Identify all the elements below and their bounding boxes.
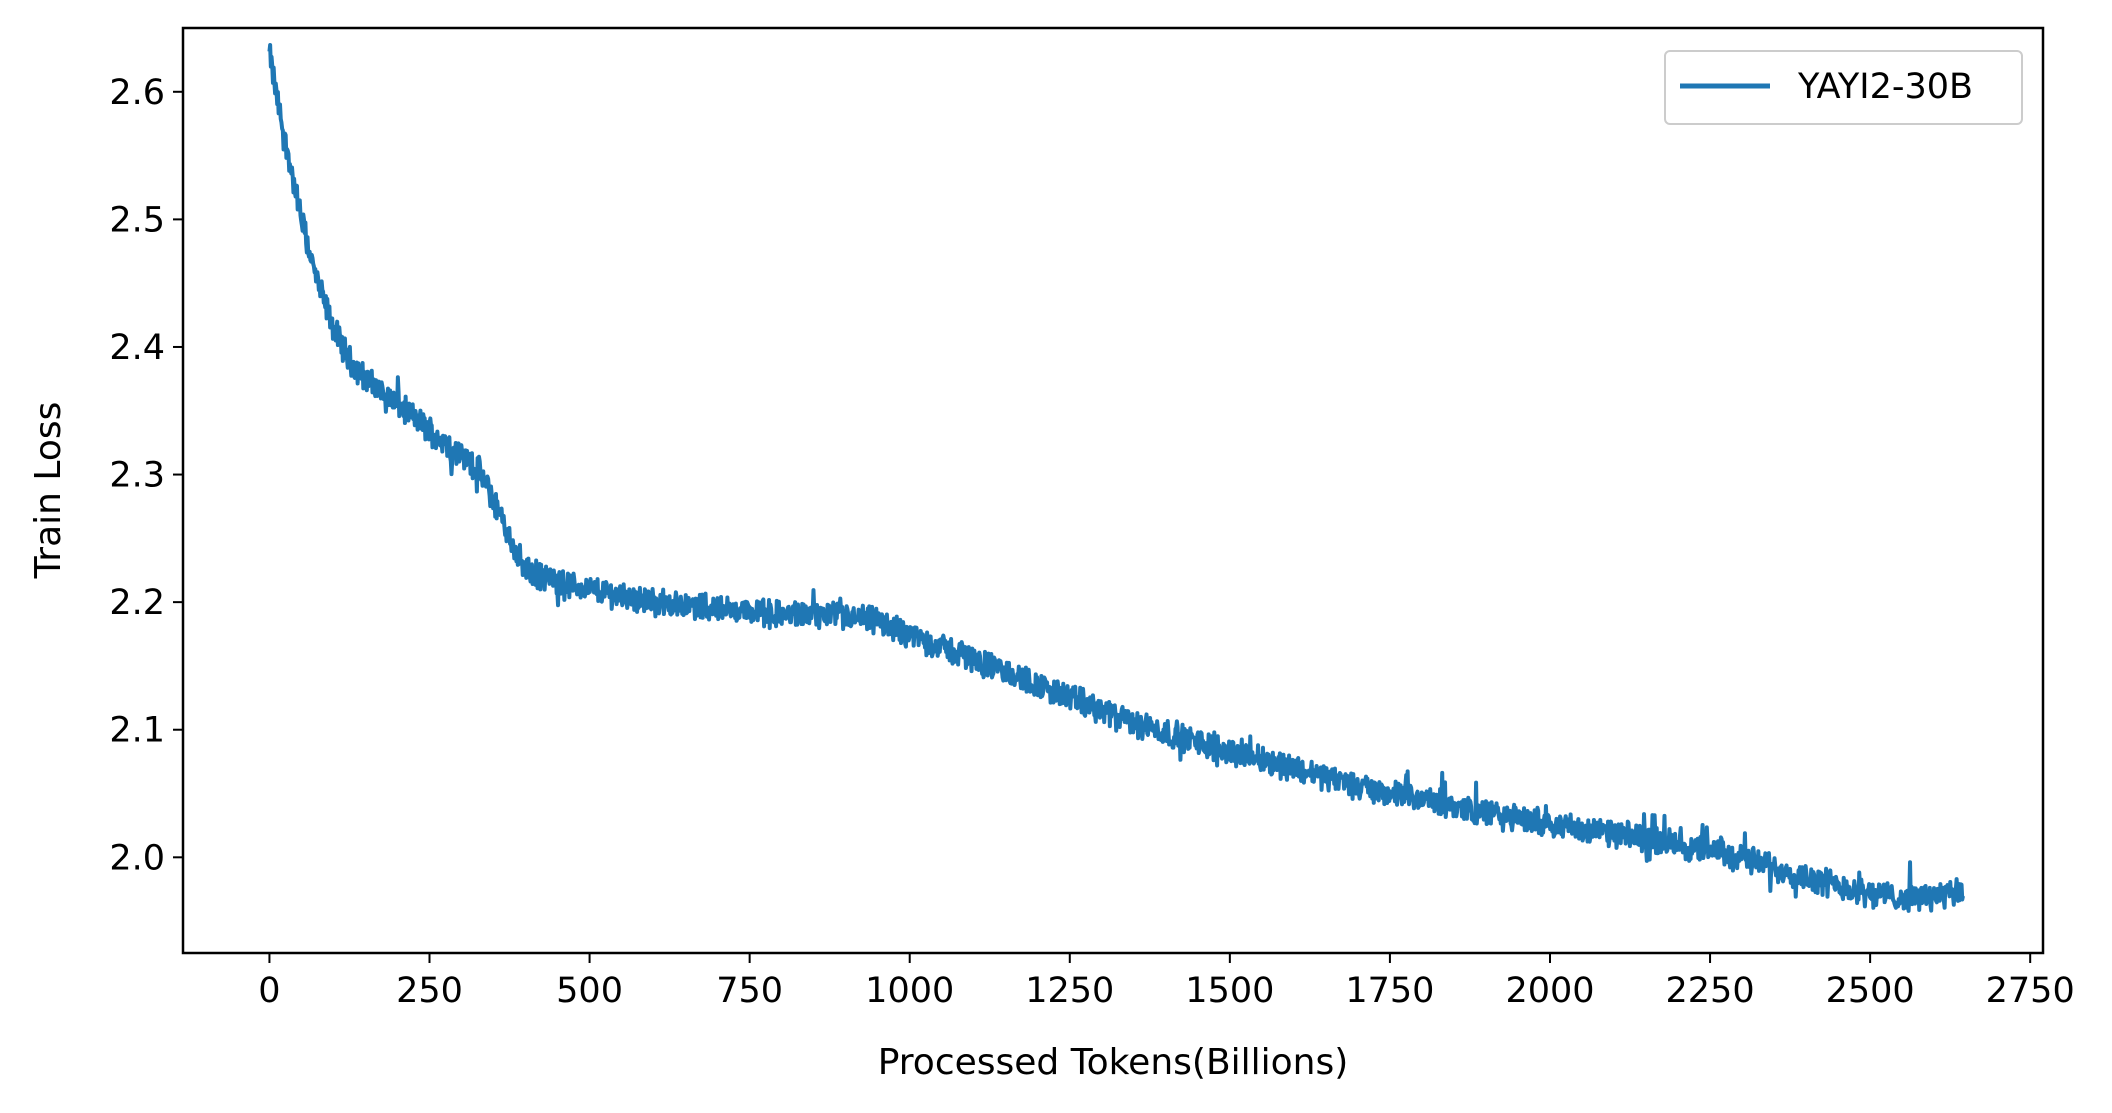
x-tick-label-0: 0 bbox=[258, 971, 280, 1011]
legend: YAYI2-30B bbox=[1664, 50, 2023, 125]
series-line-yayi2-30b bbox=[267, 42, 1965, 913]
x-tick-label-250: 250 bbox=[396, 971, 463, 1011]
y-axis-label: Train Loss bbox=[28, 402, 69, 580]
legend-box bbox=[1664, 50, 2023, 125]
y-tick-label-2.1: 2.1 bbox=[109, 711, 165, 751]
y-tick-label-2.4: 2.4 bbox=[109, 328, 165, 368]
x-tick-label-2500: 2500 bbox=[1826, 971, 1915, 1011]
y-tick-label-2.6: 2.6 bbox=[109, 73, 165, 113]
x-tick-label-1250: 1250 bbox=[1025, 971, 1114, 1011]
x-tick-label-1750: 1750 bbox=[1345, 971, 1434, 1011]
x-tick-label-2250: 2250 bbox=[1666, 971, 1755, 1011]
x-tick-label-1000: 1000 bbox=[865, 971, 954, 1011]
x-tick-label-2000: 2000 bbox=[1505, 971, 1594, 1011]
x-tick-label-500: 500 bbox=[556, 971, 623, 1011]
y-tick-label-2.3: 2.3 bbox=[109, 456, 165, 496]
legend-label-yayi2-30b: YAYI2-30B bbox=[1797, 67, 1973, 107]
plot-frame bbox=[181, 26, 2045, 955]
y-tick-label-2.2: 2.2 bbox=[109, 583, 165, 623]
y-tick-label-2.5: 2.5 bbox=[109, 200, 165, 240]
x-axis-label: Processed Tokens(Billions) bbox=[878, 1042, 1349, 1083]
series-layer bbox=[267, 42, 1965, 913]
y-tick-label-2.0: 2.0 bbox=[109, 838, 165, 878]
x-tick-label-1500: 1500 bbox=[1185, 971, 1274, 1011]
plot-background bbox=[183, 28, 2043, 953]
x-tick-label-2750: 2750 bbox=[1986, 971, 2075, 1011]
y-axis: 2.0 2.1 2.2 2.3 2.4 2.5 2.6 bbox=[109, 73, 183, 878]
x-tick-label-750: 750 bbox=[716, 971, 783, 1011]
x-axis: 0 250 500 750 1000 1250 1500 1750 2000 2250 2500 27… bbox=[258, 953, 2075, 1011]
